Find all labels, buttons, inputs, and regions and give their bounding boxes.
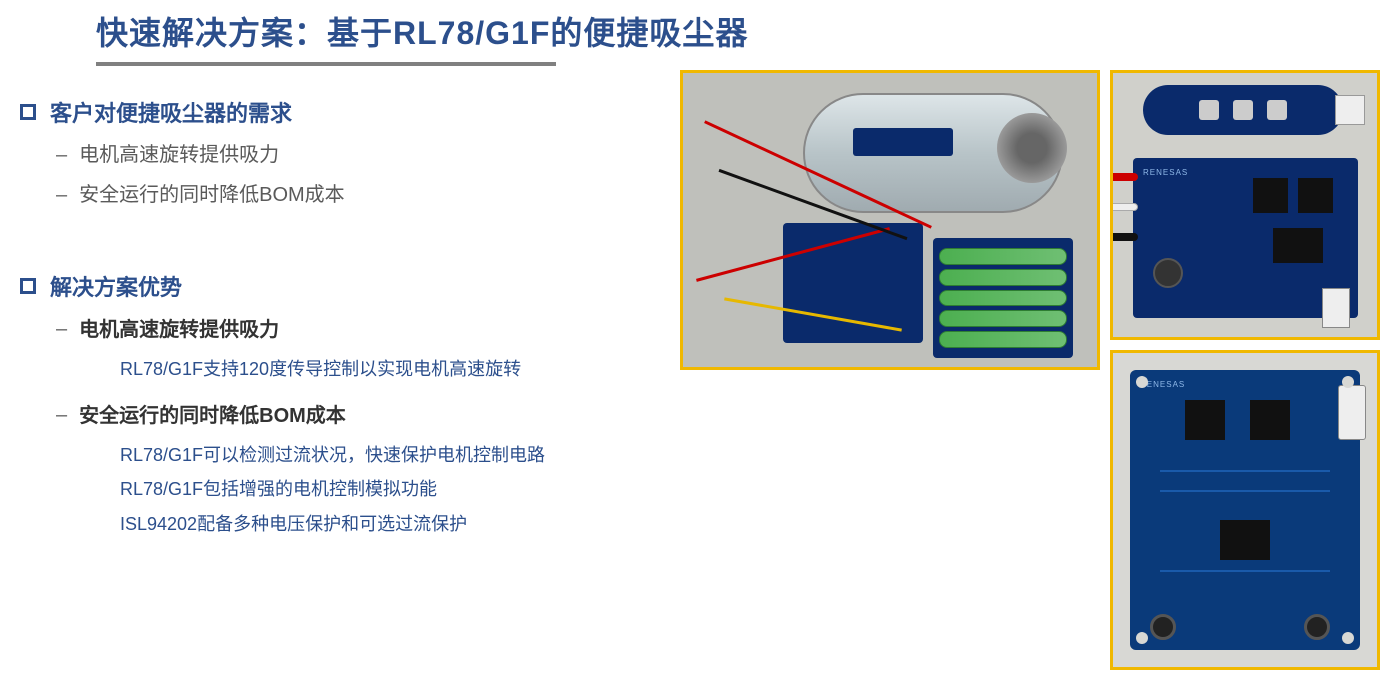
dash-bullet-icon: – [56, 180, 67, 210]
detail-list: RL78/G1F可以检测过流状况，快速保护电机控制电路 RL78/G1F包括增强… [56, 438, 670, 541]
chip-shape [1185, 400, 1225, 440]
trace-shape [1160, 490, 1330, 492]
mounting-hole-shape [1342, 376, 1354, 388]
pcb-mockup-scene [683, 73, 1097, 367]
motor-shape [997, 113, 1067, 183]
brand-label: RENESAS [1143, 168, 1188, 177]
detail-line: RL78/G1F支持120度传导控制以实现电机高速旋转 [120, 352, 670, 386]
wire-shape [1110, 173, 1138, 181]
list-item: – 安全运行的同时降低BOM成本 [56, 400, 670, 432]
battery-pack-shape [933, 238, 1073, 358]
button-shape [1267, 100, 1287, 120]
page-title: 快速解决方案：基于RL78/G1F的便捷吸尘器 [96, 8, 1385, 54]
detail-line: RL78/G1F可以检测过流状况，快速保护电机控制电路 [120, 438, 670, 472]
mounting-hole-shape [1136, 376, 1148, 388]
battery-cell-shape [939, 290, 1067, 307]
chip-shape [1220, 520, 1270, 560]
square-bullet-icon [20, 104, 36, 120]
title-area: 快速解决方案：基于RL78/G1F的便捷吸尘器 [0, 0, 1385, 66]
product-photo-main-board: RENESAS [1110, 350, 1380, 670]
detail-list: RL78/G1F支持120度传导控制以实现电机高速旋转 [56, 352, 670, 386]
detail-line: ISL94202配备多种电压保护和可选过流保护 [120, 507, 670, 541]
detail-line: RL78/G1F包括增强的电机控制模拟功能 [120, 472, 670, 506]
battery-cell-shape [939, 269, 1067, 286]
connector-shape [1338, 385, 1366, 440]
square-bullet-icon [20, 278, 36, 294]
dash-bullet-icon: – [56, 140, 67, 170]
battery-cell-shape [939, 331, 1067, 348]
product-photo-driver-board: RENESAS [1110, 70, 1380, 340]
button-shape [1304, 614, 1330, 640]
product-photo-assembly [680, 70, 1100, 370]
dash-bullet-icon: – [56, 400, 67, 430]
sub-list: – 电机高速旋转提供吸力 RL78/G1F支持120度传导控制以实现电机高速旋转… [20, 314, 670, 541]
chip-shape [1250, 400, 1290, 440]
connector-shape [1322, 288, 1350, 328]
button-board-shape [1143, 85, 1343, 135]
list-item-text: 电机高速旋转提供吸力 [79, 140, 279, 170]
list-item: – 安全运行的同时降低BOM成本 [56, 180, 670, 210]
button-shape [1199, 100, 1219, 120]
capacitor-shape [1153, 258, 1183, 288]
trace-shape [1160, 470, 1330, 472]
section-solution-advantages: 解决方案优势 – 电机高速旋转提供吸力 RL78/G1F支持120度传导控制以实… [20, 270, 670, 541]
button-shape [1150, 614, 1176, 640]
list-item-bold-text: 安全运行的同时降低BOM成本 [79, 400, 346, 432]
list-item: – 电机高速旋转提供吸力 [56, 140, 670, 170]
pcb-shape [783, 223, 923, 343]
section-customer-needs: 客户对便捷吸尘器的需求 – 电机高速旋转提供吸力 – 安全运行的同时降低BOM成… [20, 96, 670, 210]
sub-list: – 电机高速旋转提供吸力 – 安全运行的同时降低BOM成本 [20, 140, 670, 210]
content-wrapper: 客户对便捷吸尘器的需求 – 电机高速旋转提供吸力 – 安全运行的同时降低BOM成… [0, 66, 1385, 601]
chip-shape [1298, 178, 1333, 213]
dash-bullet-icon: – [56, 314, 67, 344]
battery-cell-shape [939, 310, 1067, 327]
section-heading-row: 客户对便捷吸尘器的需求 [20, 96, 670, 128]
trace-shape [1160, 570, 1330, 572]
section-title: 客户对便捷吸尘器的需求 [50, 96, 292, 128]
wire-shape [1110, 203, 1138, 211]
wire-shape [1110, 233, 1138, 241]
connector-shape [1335, 95, 1365, 125]
section-title: 解决方案优势 [50, 270, 182, 302]
pcb-shape: RENESAS [1133, 158, 1358, 318]
chip-shape [1253, 178, 1288, 213]
list-item-text: 安全运行的同时降低BOM成本 [79, 180, 345, 210]
chip-shape [1273, 228, 1323, 263]
list-item: – 电机高速旋转提供吸力 [56, 314, 670, 346]
pcb-shape: RENESAS [1130, 370, 1360, 650]
button-shape [1233, 100, 1253, 120]
battery-cell-shape [939, 248, 1067, 265]
pcb-mockup-scene: RENESAS [1113, 73, 1377, 337]
section-heading-row: 解决方案优势 [20, 270, 670, 302]
list-item-bold-text: 电机高速旋转提供吸力 [79, 314, 279, 346]
pcb-mockup-scene: RENESAS [1113, 353, 1377, 667]
mounting-hole-shape [1136, 632, 1148, 644]
pcb-shape [853, 128, 953, 156]
mounting-hole-shape [1342, 632, 1354, 644]
left-column: 客户对便捷吸尘器的需求 – 电机高速旋转提供吸力 – 安全运行的同时降低BOM成… [0, 66, 670, 601]
